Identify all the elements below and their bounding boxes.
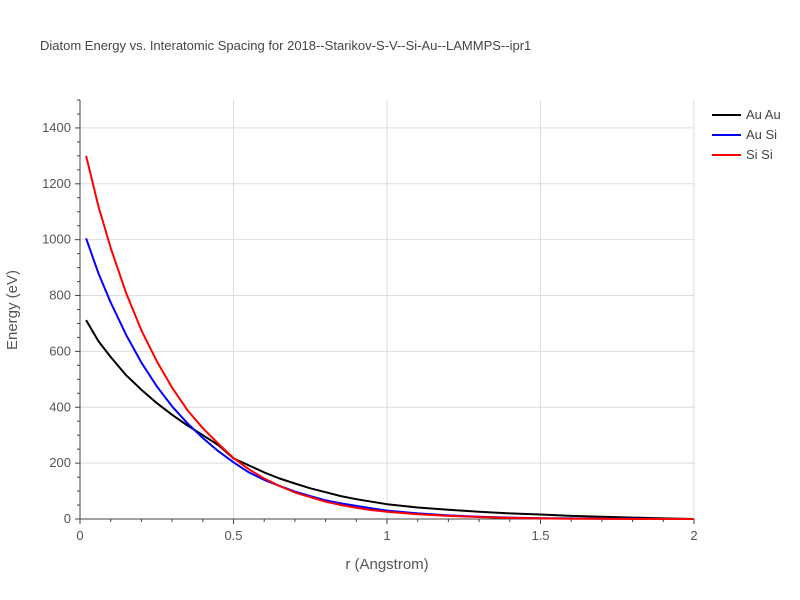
x-tick-label: 0 — [76, 528, 83, 543]
legend-item-au-au[interactable]: Au Au — [712, 107, 781, 122]
x-tick-label: 1.5 — [531, 528, 549, 543]
x-tick-label: 2 — [690, 528, 697, 543]
series-lines — [85, 155, 695, 520]
legend-item-si-si[interactable]: Si Si — [712, 147, 773, 162]
x-tick-label: 1 — [383, 528, 390, 543]
axes: 0 0.5 1 1.5 2 0 200 400 600 800 1000 1200 1400 — [42, 99, 698, 543]
series-line-au-si — [85, 237, 694, 520]
legend-item-au-si[interactable]: Au Si — [712, 127, 777, 142]
series-line-si-si — [85, 155, 694, 520]
y-tick-label: 1200 — [42, 176, 71, 191]
legend[interactable]: Au Au Au Si Si Si — [712, 107, 781, 162]
x-axis-title: r (Angstrom) — [345, 556, 428, 573]
y-tick-label: 600 — [49, 343, 71, 358]
legend-label: Au Si — [746, 127, 777, 142]
legend-label: Au Au — [746, 107, 781, 122]
x-tick-label: 0.5 — [224, 528, 242, 543]
chart-title: Diatom Energy vs. Interatomic Spacing fo… — [40, 38, 531, 53]
y-tick-label: 800 — [49, 288, 71, 303]
y-tick-label: 1400 — [42, 120, 71, 135]
y-tick-label: 200 — [49, 455, 71, 470]
y-axis-title: Energy (eV) — [4, 270, 21, 350]
legend-label: Si Si — [746, 147, 773, 162]
y-tick-label: 400 — [49, 399, 71, 414]
y-tick-label: 1000 — [42, 232, 71, 247]
grid — [80, 100, 695, 519]
series-line-au-au — [85, 319, 695, 520]
y-tick-label: 0 — [64, 511, 71, 526]
